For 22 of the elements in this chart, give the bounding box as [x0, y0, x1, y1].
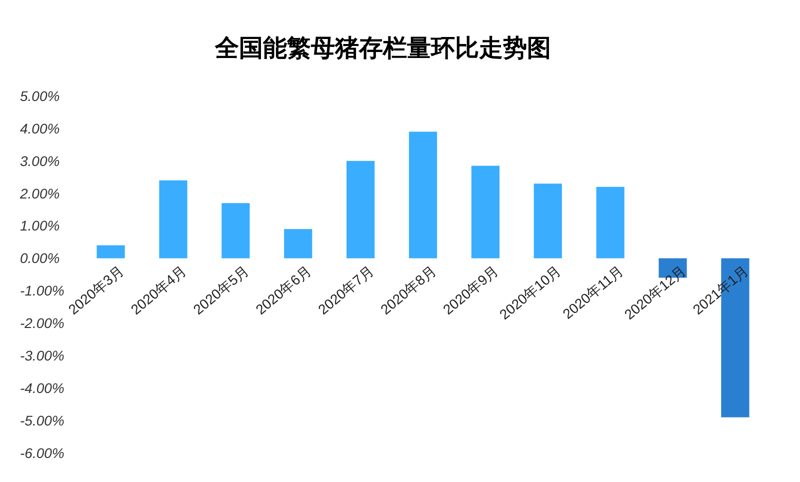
y-tick-label: -6.00%: [20, 444, 64, 461]
bar: [346, 160, 375, 258]
bar: [596, 186, 624, 258]
bar: [159, 180, 188, 258]
y-tick-label: 2.00%: [19, 185, 60, 202]
bar: [471, 166, 500, 258]
bar: [284, 229, 312, 258]
bar: [96, 245, 125, 258]
y-tick-label: -4.00%: [20, 380, 64, 396]
bar: [408, 132, 438, 258]
y-tick-label: 3.00%: [20, 152, 60, 169]
y-tick-label: 4.00%: [20, 120, 60, 136]
y-tick-label: -5.00%: [20, 412, 64, 428]
y-tick-label: -1.00%: [20, 282, 64, 299]
bar: [534, 184, 562, 258]
y-tick-label: 5.00%: [20, 88, 60, 104]
y-tick-label: 1.00%: [20, 218, 60, 234]
y-tick-label: 0.00%: [20, 250, 60, 266]
bar: [222, 203, 250, 258]
y-tick-label: -2.00%: [20, 315, 64, 332]
chart-title: 全国能繁母猪存栏量环比走势图: [214, 34, 551, 62]
y-tick-label: -3.00%: [20, 348, 64, 364]
